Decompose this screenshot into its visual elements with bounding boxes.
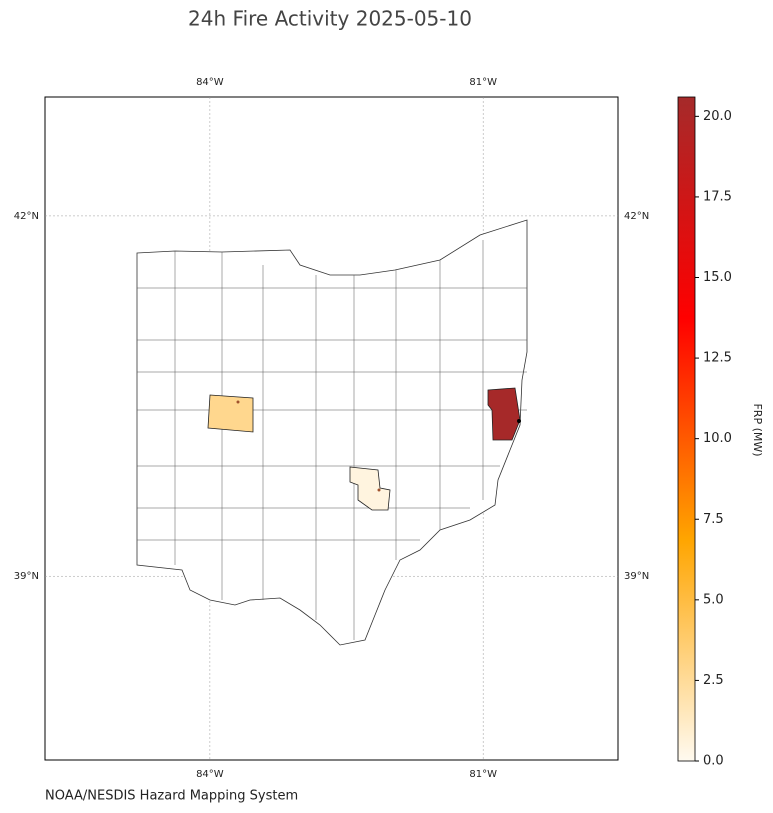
x-tick-label: 84°W [196,769,224,780]
state-outline [136,219,528,646]
colorbar-tick-label: 10.0 [703,431,732,446]
colorbar-tick-label: 2.5 [703,673,724,688]
county-fill [487,387,521,441]
colorbar-tick-label: 17.5 [703,189,732,204]
county-fill [207,394,254,433]
y-tick-label: 39°N [624,571,649,582]
y-tick-label: 42°N [14,211,39,222]
colorbar-tick-label: 15.0 [703,270,732,285]
colorbar-label: FRP (MW) [751,403,764,456]
x-tick-label: 84°W [196,77,224,88]
colorbar-tick-label: 12.5 [703,351,732,366]
county-lines [137,240,527,640]
colorbar-tick-label: 5.0 [703,592,724,607]
fire-point [377,488,381,492]
fire-point [517,419,521,423]
y-tick-label: 39°N [14,571,39,582]
colorbar [677,96,696,762]
colorbar-tick-label: 20.0 [703,109,732,124]
colorbar-tick-label: 7.5 [703,512,724,527]
y-tick-label: 42°N [624,211,649,222]
source-note: NOAA/NESDIS Hazard Mapping System [45,789,298,804]
fire-point [236,400,240,404]
x-tick-label: 81°W [469,77,497,88]
colorbar-tick-label: 0.0 [703,754,724,769]
county-fill [349,466,391,511]
x-tick-label: 81°W [469,769,497,780]
chart-title: 24h Fire Activity 2025-05-10 [188,7,472,31]
